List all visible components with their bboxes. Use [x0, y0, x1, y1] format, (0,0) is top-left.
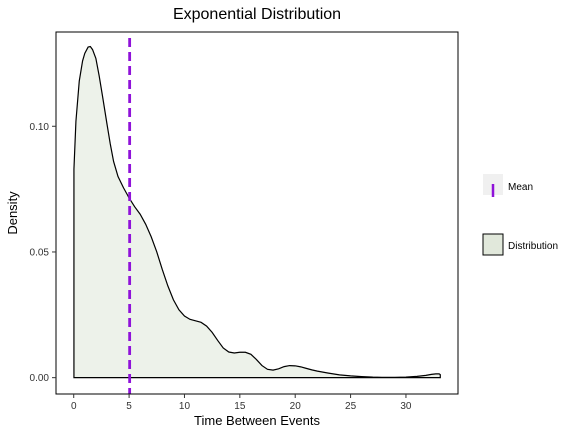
- y-axis: 0.00 0.05 0.10: [30, 122, 56, 384]
- legend-key-distribution: [483, 234, 503, 255]
- x-tick-label: 0: [71, 401, 77, 412]
- x-tick-label: 10: [179, 401, 191, 412]
- legend-label-distribution: Distribution: [508, 241, 558, 252]
- x-tick-label: 30: [400, 401, 412, 412]
- y-axis-title: Density: [5, 191, 20, 235]
- y-tick-label: 0.10: [30, 122, 50, 133]
- legend-item-mean: Mean: [483, 174, 533, 197]
- legend: Mean Distribution: [483, 174, 558, 255]
- x-tick-label: 20: [290, 401, 302, 412]
- x-tick-label: 5: [126, 401, 132, 412]
- y-tick-label: 0.00: [30, 373, 50, 384]
- plot-area: [74, 38, 440, 394]
- y-tick-label: 0.05: [30, 247, 50, 258]
- x-tick-label: 25: [345, 401, 357, 412]
- chart-title: Exponential Distribution: [173, 6, 341, 23]
- x-tick-label: 15: [234, 401, 246, 412]
- x-axis: 0 5 10 15 20 25 30: [71, 394, 412, 412]
- legend-label-mean: Mean: [508, 182, 533, 193]
- x-axis-title: Time Between Events: [194, 413, 320, 428]
- legend-item-distribution: Distribution: [483, 234, 558, 255]
